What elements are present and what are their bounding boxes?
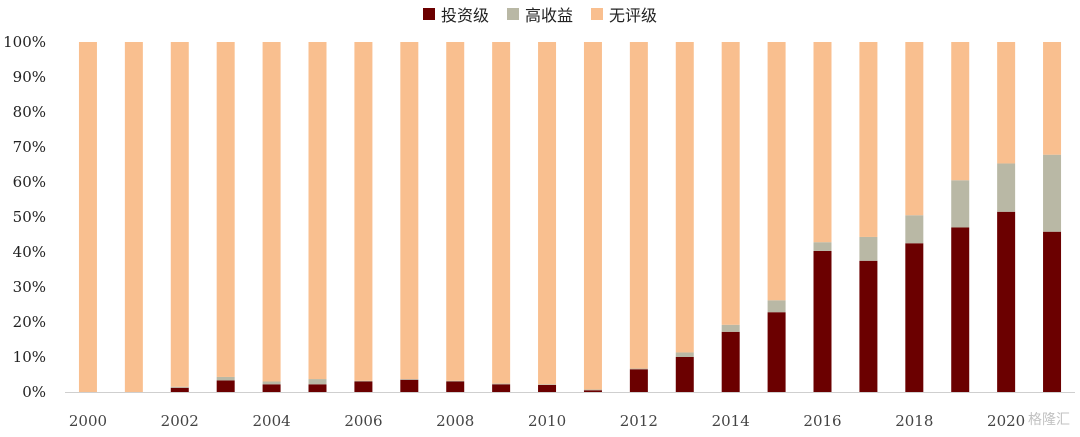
bar-segment <box>170 42 189 387</box>
bar-segment <box>951 42 970 181</box>
x-tick-label: 2014 <box>712 412 750 430</box>
bar-segment <box>262 42 281 382</box>
bar-segment <box>905 215 924 244</box>
bar-segment <box>262 381 281 385</box>
y-tick-label: 100% <box>3 33 46 51</box>
bar-segment <box>308 42 327 380</box>
bar-segment <box>583 42 602 390</box>
legend-item: 投资级 <box>422 2 489 26</box>
legend-swatch <box>591 8 603 20</box>
bar-segment <box>170 387 189 392</box>
chart-legend: 投资级 高收益 无评级 <box>0 2 1080 26</box>
x-tick-label: 2002 <box>161 412 199 430</box>
bar-segment <box>813 250 832 392</box>
bar-segment <box>675 357 694 392</box>
bar-segment <box>446 380 465 382</box>
x-tick-label: 2018 <box>895 412 933 430</box>
x-tick-label: 2008 <box>436 412 474 430</box>
bar-segment <box>767 300 786 313</box>
bar-segment <box>905 243 924 392</box>
bar-segment <box>354 42 373 381</box>
y-tick-label: 30% <box>13 278 46 296</box>
x-tick-label: 2020 <box>987 412 1025 430</box>
bar-segment <box>216 380 235 392</box>
x-tick-label: 2016 <box>803 412 841 430</box>
bar-segment <box>721 42 740 325</box>
bar-segment <box>1043 231 1062 392</box>
bar-segment <box>859 236 878 261</box>
legend-item: 高收益 <box>506 2 573 26</box>
y-tick-label: 80% <box>13 103 46 121</box>
bar-segment <box>492 384 511 392</box>
bar-segment <box>78 42 97 392</box>
bar-segment <box>905 42 924 216</box>
bar-segment <box>767 312 786 392</box>
x-tick-label: 2004 <box>252 412 290 430</box>
bar-segment <box>583 390 602 392</box>
bar-segment <box>813 242 832 251</box>
bar-segment <box>629 369 648 392</box>
bar-segment <box>721 331 740 392</box>
bar-segment <box>170 386 189 388</box>
y-tick-label: 0% <box>22 383 46 401</box>
y-tick-label: 50% <box>13 208 46 226</box>
bar-segment <box>813 42 832 243</box>
legend-label: 高收益 <box>524 6 573 25</box>
bar-segment <box>446 42 465 381</box>
bar-segment <box>629 368 648 370</box>
bar-segment <box>583 389 602 391</box>
bar-segment <box>859 42 878 237</box>
legend-swatch <box>422 8 435 20</box>
bar-segment <box>124 42 143 392</box>
bar-segment <box>262 384 281 392</box>
bar-segment <box>675 352 694 357</box>
bar-segment <box>400 42 419 380</box>
x-tick-label: 2010 <box>528 412 566 430</box>
bar-segment <box>997 42 1016 164</box>
bar-segment <box>538 42 557 385</box>
x-tick-label: 2006 <box>344 412 382 430</box>
watermark-logo: 格隆汇 <box>1028 412 1070 428</box>
bar-segment <box>400 379 419 380</box>
bar-segment <box>997 211 1016 392</box>
legend-swatch <box>506 8 519 20</box>
bar-segment <box>951 227 970 392</box>
bar-segment <box>675 42 694 353</box>
bar-segment <box>446 381 465 392</box>
bar-segment <box>1043 154 1062 232</box>
bar-segment <box>767 42 786 301</box>
bar-segment <box>354 381 373 392</box>
bar-segment <box>721 324 740 332</box>
y-tick-label: 90% <box>13 68 46 86</box>
bar-segment <box>216 376 235 381</box>
bar-segment <box>951 180 970 228</box>
y-tick-label: 70% <box>13 138 46 156</box>
bar-segment <box>308 379 327 385</box>
y-tick-label: 20% <box>13 313 46 331</box>
bar-segment <box>538 384 557 385</box>
bar-segment <box>308 384 327 392</box>
x-tick-label: 2000 <box>69 412 107 430</box>
y-tick-label: 60% <box>13 173 46 191</box>
bar-segment <box>216 42 235 377</box>
y-tick-label: 10% <box>13 348 46 366</box>
bar-segment <box>997 163 1016 212</box>
bar-segment <box>492 42 511 384</box>
bar-segment <box>492 383 511 385</box>
bar-segment <box>629 42 648 369</box>
legend-label: 无评级 <box>609 6 658 25</box>
legend-item: 无评级 <box>591 2 657 26</box>
bar-segment <box>859 260 878 392</box>
bar-segment <box>400 379 419 392</box>
bar-segment <box>538 385 557 392</box>
x-tick-label: 2012 <box>620 412 658 430</box>
legend-label: 投资级 <box>440 6 489 25</box>
bar-segment <box>1043 42 1062 155</box>
bar-segment <box>354 380 373 382</box>
y-tick-label: 40% <box>13 243 46 261</box>
